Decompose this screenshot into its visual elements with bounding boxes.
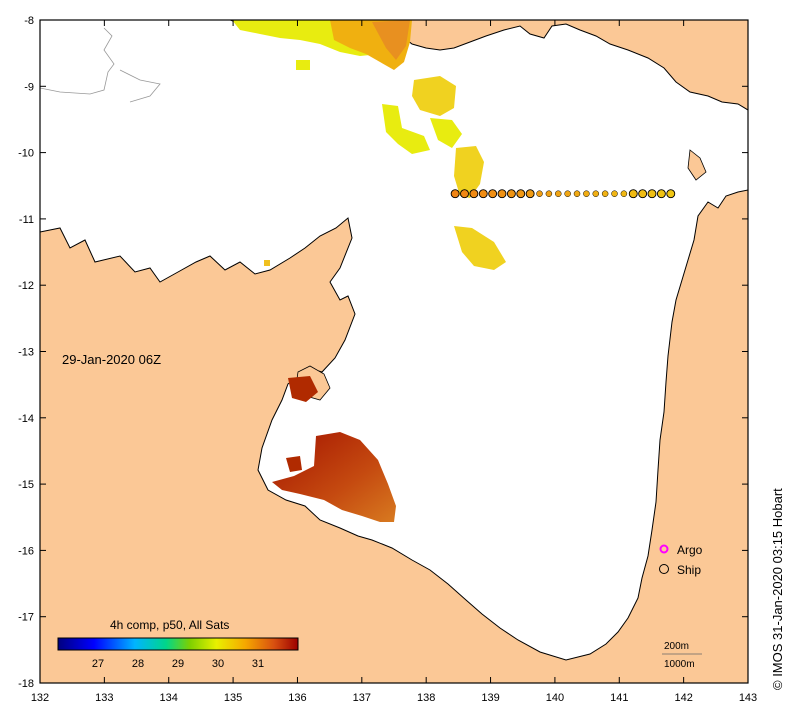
y-tick-label: -11 [19, 214, 34, 226]
y-tick-label: -12 [18, 280, 34, 292]
ship-track-point [478, 189, 488, 199]
ship-track-point [601, 190, 609, 197]
x-tick-label: 136 [288, 692, 306, 704]
ship-track-point [555, 190, 562, 197]
y-tick-label: -10 [18, 148, 34, 160]
ship-track-point [592, 190, 600, 197]
colorbar-tick-label: 27 [92, 658, 104, 670]
ship-track-point [564, 190, 571, 197]
land-cape-york [687, 149, 707, 181]
ship-track-point [583, 190, 590, 197]
colorbar-tick-label: 28 [132, 658, 144, 670]
x-axis-ticks: 132 133 134 135 136 137 138 139 140 141 142 143 [31, 692, 757, 704]
sst-overlay [232, 20, 506, 522]
ship-track-point [545, 190, 553, 197]
ship-track-point [516, 189, 526, 199]
y-tick-label: -16 [18, 545, 34, 557]
x-tick-label: 138 [417, 692, 435, 704]
land-western [40, 189, 748, 683]
ship-track-point [647, 189, 657, 199]
ship-track-point [573, 190, 581, 197]
y-tick-label: -15 [18, 479, 34, 491]
y-axis-ticks: -8 -9 -10 -11 -12 -13 -14 -15 -16 -17 -18 [18, 15, 34, 690]
ship-track-point [666, 189, 676, 199]
y-tick-label: -14 [18, 413, 34, 425]
depth-legend: 200m 1000m [662, 641, 702, 670]
x-tick-label: 143 [739, 692, 757, 704]
credit-text: © IMOS 31-Jan-2020 03:15 Hobart [770, 488, 785, 690]
y-tick-label: -8 [24, 15, 34, 27]
y-tick-label: -9 [24, 81, 34, 93]
x-tick-label: 132 [31, 692, 49, 704]
x-tick-label: 139 [481, 692, 499, 704]
ship-track-point [638, 189, 648, 199]
x-tick-label: 133 [95, 692, 113, 704]
frame-ticks [40, 20, 748, 683]
ship-track-point [536, 190, 543, 197]
y-tick-label: -17 [18, 612, 34, 624]
depth-1000-label: 1000m [664, 659, 695, 670]
date-label: 29-Jan-2020 06Z [62, 352, 161, 367]
ship-track-point [506, 189, 516, 199]
ship-track-point [450, 189, 460, 199]
ship-track-point [488, 189, 498, 199]
argo-marker-icon [659, 544, 669, 554]
ship-track-point [497, 189, 507, 199]
colorbar-title: 4h comp, p50, All Sats [110, 618, 229, 632]
x-tick-label: 135 [224, 692, 242, 704]
colorbar: 4h comp, p50, All Sats 27 28 29 30 31 [57, 618, 299, 670]
y-tick-label: -18 [18, 678, 34, 690]
colorbar-tick-label: 31 [252, 658, 264, 670]
ship-track-point [525, 189, 535, 199]
x-tick-label: 134 [160, 692, 178, 704]
ship-track-point [460, 189, 469, 199]
colorbar-ticks: 27 28 29 30 31 [92, 658, 264, 670]
x-tick-label: 140 [546, 692, 564, 704]
river-lines [40, 27, 161, 103]
map-frame [39, 19, 749, 684]
x-tick-label: 142 [674, 692, 692, 704]
ship-track-point [656, 189, 666, 199]
x-tick-label: 141 [610, 692, 628, 704]
depth-200-label: 200m [664, 641, 689, 652]
x-tick-label: 137 [353, 692, 371, 704]
ship-label: Ship [677, 563, 701, 577]
land-north [399, 20, 748, 111]
ship-track-point [620, 190, 628, 197]
colorbar-tick-label: 29 [172, 658, 184, 670]
colorbar-gradient [57, 637, 299, 651]
colorbar-tick-label: 30 [212, 658, 224, 670]
ship-track-point [469, 189, 479, 199]
ship-track-point [628, 189, 638, 199]
ship-marker-icon [659, 564, 669, 574]
y-tick-label: -13 [18, 347, 34, 359]
ship-track [450, 189, 676, 199]
ship-track-point [611, 190, 618, 197]
legend: Argo Ship [659, 543, 703, 577]
argo-label: Argo [677, 543, 703, 557]
